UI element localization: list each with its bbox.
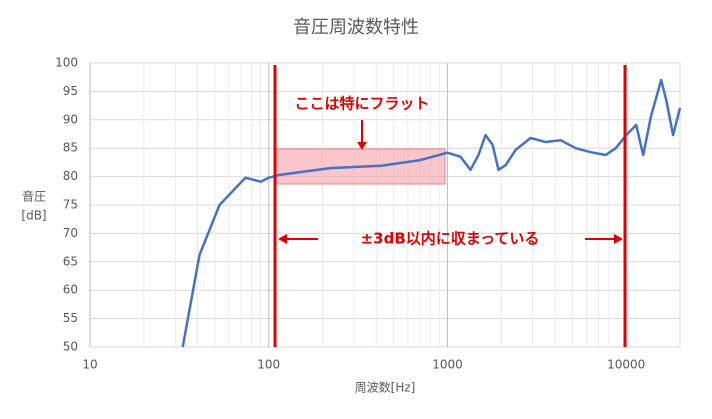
y-tick-label: 90 (63, 112, 78, 126)
y-tick-label: 75 (63, 198, 78, 212)
x-axis-label: 周波数[Hz] (355, 380, 416, 395)
y-tick-label: 100 (55, 56, 78, 70)
y-tick-label: 80 (63, 169, 78, 183)
y-tick-label: 95 (63, 84, 78, 98)
y-tick-label: 65 (63, 254, 78, 268)
x-tick-label: 1000 (432, 358, 463, 372)
y-tick-label: 60 (63, 283, 78, 297)
x-tick-label: 100 (257, 358, 280, 372)
y-axis-label: [dB] (21, 209, 46, 223)
arrow-head (278, 234, 287, 244)
annotation: ±3dB以内に収まっている (361, 230, 540, 248)
arrow-head (357, 142, 367, 150)
y-tick-label: 85 (63, 141, 78, 155)
x-tick-label: 10000 (607, 358, 645, 372)
y-tick-label: 50 (63, 340, 78, 354)
arrow-head (614, 234, 623, 244)
x-tick-label: 10 (82, 358, 97, 372)
y-tick-label: 70 (63, 226, 78, 240)
y-axis-label: 音圧 (22, 189, 46, 204)
annotation: ここは特にフラット (294, 95, 429, 113)
chart-title: 音圧周波数特性 (293, 17, 419, 38)
y-tick-label: 55 (63, 311, 78, 325)
